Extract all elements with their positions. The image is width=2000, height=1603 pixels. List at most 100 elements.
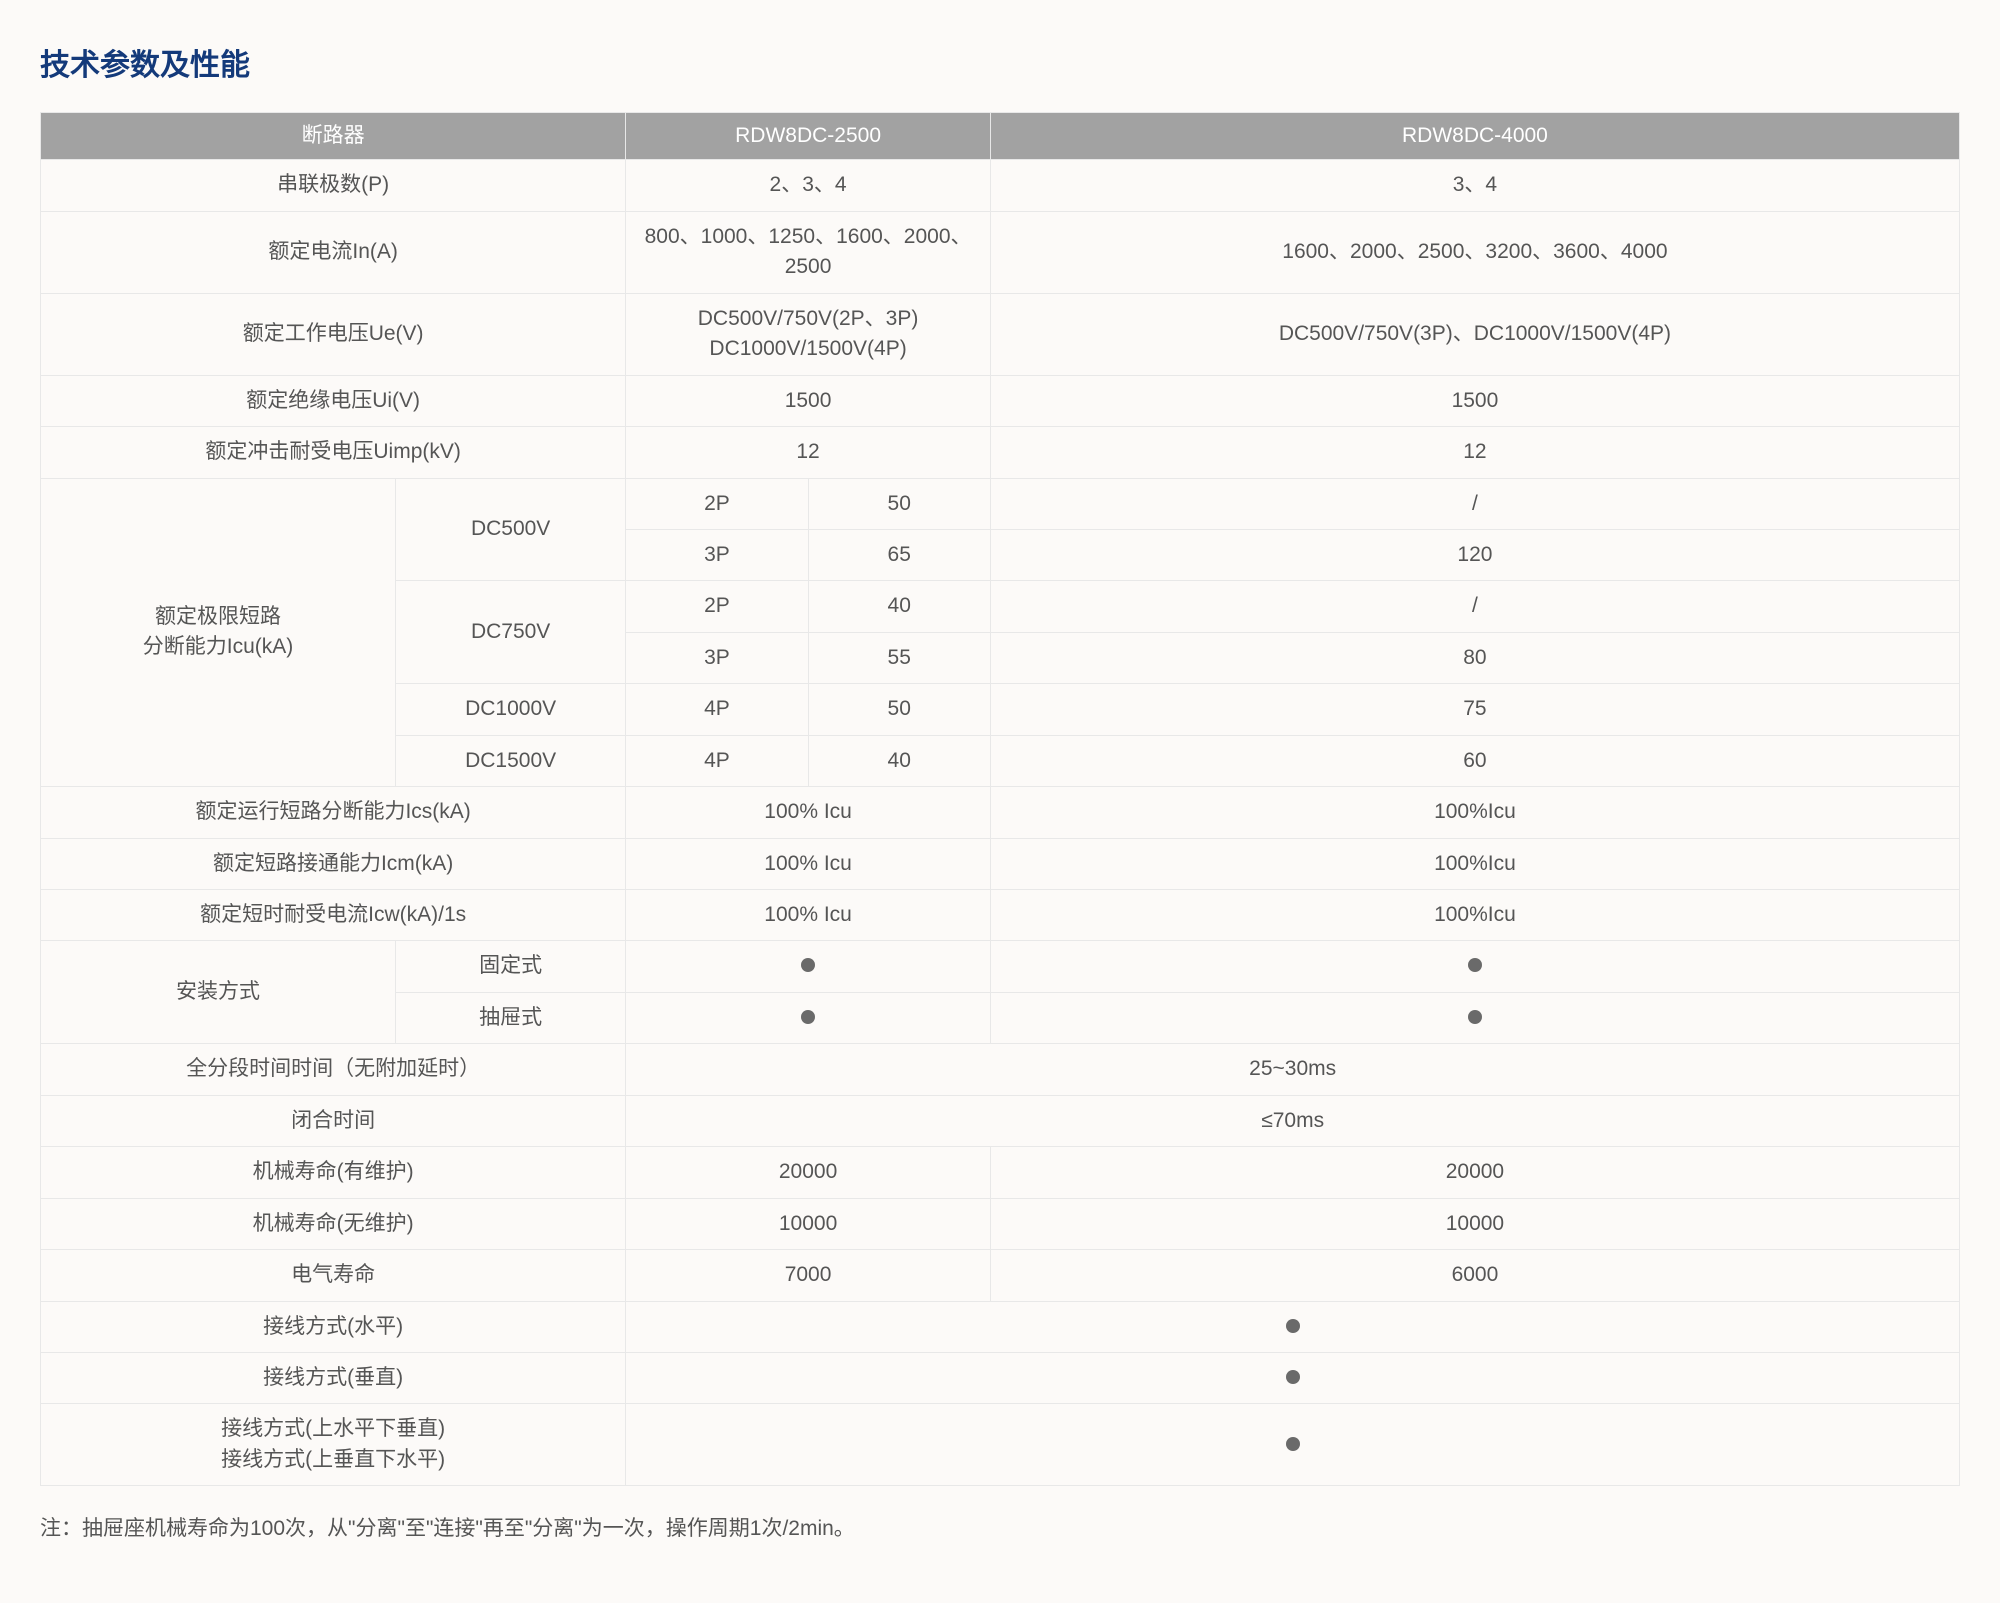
val-a: 1500 xyxy=(626,375,991,426)
val-a: 55 xyxy=(808,632,990,683)
pole: 4P xyxy=(626,735,808,786)
val-b: 3、4 xyxy=(990,160,1959,211)
row-ue: 额定工作电压Ue(V) DC500V/750V(2P、3P) DC1000V/1… xyxy=(41,293,1960,375)
val-b: 20000 xyxy=(990,1147,1959,1198)
val-b: 1500 xyxy=(990,375,1959,426)
row-in: 额定电流In(A) 800、1000、1250、1600、2000、2500 1… xyxy=(41,211,1960,293)
row-icw: 额定短时耐受电流Icw(kA)/1s 100% Icu 100%Icu xyxy=(41,890,1960,941)
val-b: 100%Icu xyxy=(990,838,1959,889)
val-a: 50 xyxy=(808,684,990,735)
label: 额定短路接通能力Icm(kA) xyxy=(41,838,626,889)
val-b: 100%Icu xyxy=(990,787,1959,838)
label: 机械寿命(有维护) xyxy=(41,1147,626,1198)
label: 额定绝缘电压Ui(V) xyxy=(41,375,626,426)
row-wire-mixed: 接线方式(上水平下垂直) 接线方式(上垂直下水平) xyxy=(41,1404,1960,1486)
val-b xyxy=(990,992,1959,1043)
label: 额定电流In(A) xyxy=(41,211,626,293)
val-merged: 25~30ms xyxy=(626,1044,1960,1095)
val-a: 12 xyxy=(626,427,991,478)
val-merged xyxy=(626,1352,1960,1403)
volt-750: DC750V xyxy=(396,581,626,684)
row-mlife-maint: 机械寿命(有维护) 20000 20000 xyxy=(41,1147,1960,1198)
val-b: / xyxy=(990,478,1959,529)
label-mount: 安装方式 xyxy=(41,941,396,1044)
val-b: 10000 xyxy=(990,1198,1959,1249)
volt-500: DC500V xyxy=(396,478,626,581)
dot-icon xyxy=(801,958,815,972)
spec-table: 断路器 RDW8DC-2500 RDW8DC-4000 串联极数(P) 2、3、… xyxy=(40,112,1960,1486)
val-a: 100% Icu xyxy=(626,838,991,889)
row-ui: 额定绝缘电压Ui(V) 1500 1500 xyxy=(41,375,1960,426)
val-a: DC500V/750V(2P、3P) DC1000V/1500V(4P) xyxy=(626,293,991,375)
val-b: 12 xyxy=(990,427,1959,478)
label-fixed: 固定式 xyxy=(396,941,626,992)
pole: 3P xyxy=(626,632,808,683)
val-a: 50 xyxy=(808,478,990,529)
row-wire-vertical: 接线方式(垂直) xyxy=(41,1352,1960,1403)
val-a: 10000 xyxy=(626,1198,991,1249)
val-a: 20000 xyxy=(626,1147,991,1198)
label-icu: 额定极限短路 分断能力Icu(kA) xyxy=(41,478,396,787)
val-b: 1600、2000、2500、3200、3600、4000 xyxy=(990,211,1959,293)
dot-icon xyxy=(1286,1437,1300,1451)
val-a: 40 xyxy=(808,581,990,632)
val-merged xyxy=(626,1301,1960,1352)
pole: 2P xyxy=(626,581,808,632)
label: 接线方式(垂直) xyxy=(41,1352,626,1403)
row-break-time: 全分段时间时间（无附加延时） 25~30ms xyxy=(41,1044,1960,1095)
val-b xyxy=(990,941,1959,992)
row-wire-horizontal: 接线方式(水平) xyxy=(41,1301,1960,1352)
label: 接线方式(水平) xyxy=(41,1301,626,1352)
label: 额定运行短路分断能力Ics(kA) xyxy=(41,787,626,838)
val-a: 65 xyxy=(808,529,990,580)
row-ics: 额定运行短路分断能力Ics(kA) 100% Icu 100%Icu xyxy=(41,787,1960,838)
header-model-a: RDW8DC-2500 xyxy=(626,113,991,160)
val-b: 75 xyxy=(990,684,1959,735)
dot-icon xyxy=(1286,1370,1300,1384)
val-b: 100%Icu xyxy=(990,890,1959,941)
footnote: 注：抽屉座机械寿命为100次，从"分离"至"连接"再至"分离"为一次，操作周期1… xyxy=(40,1512,1960,1542)
val-b: / xyxy=(990,581,1959,632)
val-merged xyxy=(626,1404,1960,1486)
row-mlife-nomaint: 机械寿命(无维护) 10000 10000 xyxy=(41,1198,1960,1249)
val-a: 2、3、4 xyxy=(626,160,991,211)
dot-icon xyxy=(1468,1010,1482,1024)
pole: 4P xyxy=(626,684,808,735)
row-icu-500-2p: 额定极限短路 分断能力Icu(kA) DC500V 2P 50 / xyxy=(41,478,1960,529)
header-model-b: RDW8DC-4000 xyxy=(990,113,1959,160)
val-a: 7000 xyxy=(626,1250,991,1301)
label: 电气寿命 xyxy=(41,1250,626,1301)
dot-icon xyxy=(801,1010,815,1024)
row-icm: 额定短路接通能力Icm(kA) 100% Icu 100%Icu xyxy=(41,838,1960,889)
label: 机械寿命(无维护) xyxy=(41,1198,626,1249)
label: 串联极数(P) xyxy=(41,160,626,211)
val-b: 60 xyxy=(990,735,1959,786)
dot-icon xyxy=(1286,1319,1300,1333)
label: 额定工作电压Ue(V) xyxy=(41,293,626,375)
table-header-row: 断路器 RDW8DC-2500 RDW8DC-4000 xyxy=(41,113,1960,160)
val-a: 100% Icu xyxy=(626,890,991,941)
row-mount-fixed: 安装方式 固定式 xyxy=(41,941,1960,992)
row-elife: 电气寿命 7000 6000 xyxy=(41,1250,1960,1301)
pole: 3P xyxy=(626,529,808,580)
val-b: 80 xyxy=(990,632,1959,683)
label: 全分段时间时间（无附加延时） xyxy=(41,1044,626,1095)
val-a xyxy=(626,941,991,992)
label: 接线方式(上水平下垂直) 接线方式(上垂直下水平) xyxy=(41,1404,626,1486)
val-b: 6000 xyxy=(990,1250,1959,1301)
header-breaker: 断路器 xyxy=(41,113,626,160)
label-drawout: 抽屉式 xyxy=(396,992,626,1043)
row-poles: 串联极数(P) 2、3、4 3、4 xyxy=(41,160,1960,211)
val-b: DC500V/750V(3P)、DC1000V/1500V(4P) xyxy=(990,293,1959,375)
dot-icon xyxy=(1468,958,1482,972)
val-a: 800、1000、1250、1600、2000、2500 xyxy=(626,211,991,293)
label: 闭合时间 xyxy=(41,1095,626,1146)
volt-1500: DC1500V xyxy=(396,735,626,786)
pole: 2P xyxy=(626,478,808,529)
section-title: 技术参数及性能 xyxy=(40,40,1960,84)
row-close-time: 闭合时间 ≤70ms xyxy=(41,1095,1960,1146)
val-a: 40 xyxy=(808,735,990,786)
label: 额定短时耐受电流Icw(kA)/1s xyxy=(41,890,626,941)
val-b: 120 xyxy=(990,529,1959,580)
val-merged: ≤70ms xyxy=(626,1095,1960,1146)
